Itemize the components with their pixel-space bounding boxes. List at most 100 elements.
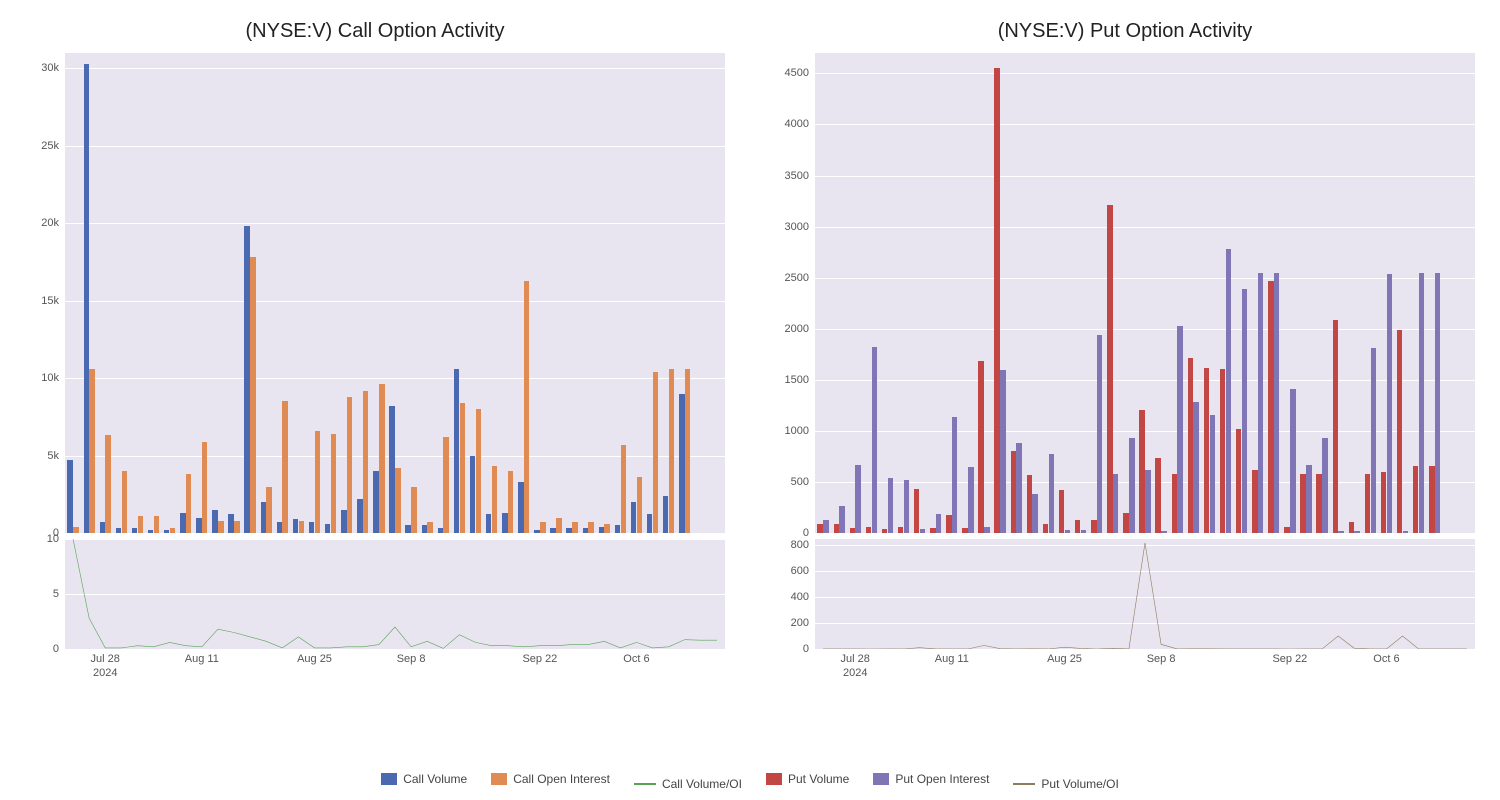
- bar: [395, 468, 400, 533]
- bar: [180, 513, 185, 533]
- legend-label: Call Volume/OI: [662, 777, 742, 791]
- bar: [1322, 438, 1327, 533]
- bar: [1413, 466, 1418, 533]
- bar: [653, 372, 658, 533]
- ytick-label: 1500: [785, 374, 815, 386]
- ratio-line: [73, 539, 717, 648]
- bar: [1226, 249, 1231, 533]
- legend-item: Call Open Interest: [491, 772, 610, 786]
- bar: [936, 514, 941, 533]
- bar: [534, 530, 539, 533]
- legend-swatch: [491, 773, 507, 785]
- bar: [1027, 475, 1032, 533]
- bar: [550, 528, 555, 533]
- legend: Call Volume Call Open Interest Call Volume…: [0, 760, 1500, 791]
- bar: [266, 487, 271, 533]
- legend-label: Call Volume: [403, 772, 467, 786]
- bar: [1193, 402, 1198, 533]
- xtick-label: Aug 25: [297, 649, 332, 665]
- bar: [1059, 490, 1064, 533]
- right-main-plot: 050010001500200025003000350040004500: [815, 53, 1475, 533]
- bar: [850, 528, 855, 533]
- bar: [1220, 369, 1225, 533]
- ytick-label: 400: [791, 591, 815, 603]
- bar: [855, 465, 860, 533]
- bar: [1000, 370, 1005, 533]
- xtick-label: Oct 6: [623, 649, 649, 665]
- bar: [839, 506, 844, 533]
- bar: [502, 513, 507, 533]
- bar: [615, 525, 620, 533]
- bar: [962, 528, 967, 533]
- bar: [373, 471, 378, 533]
- bar: [599, 527, 604, 533]
- bar: [1236, 429, 1241, 533]
- bar: [604, 524, 609, 533]
- left-panel: (NYSE:V) Call Option Activity 05k10k15k2…: [0, 0, 750, 760]
- legend-swatch: [1013, 783, 1035, 785]
- ytick-label: 3000: [785, 221, 815, 233]
- bar: [105, 435, 110, 533]
- bar: [122, 471, 127, 533]
- bar: [67, 460, 72, 533]
- bar: [1274, 273, 1279, 533]
- bar: [1145, 470, 1150, 533]
- bar: [154, 516, 159, 533]
- bar: [341, 510, 346, 533]
- bar: [1065, 530, 1070, 533]
- bar: [1091, 520, 1096, 533]
- bar: [556, 518, 561, 533]
- legend-label: Put Volume: [788, 772, 849, 786]
- bar: [1387, 274, 1392, 533]
- legend-swatch: [873, 773, 889, 785]
- bar: [1188, 358, 1193, 533]
- xtick-label: Oct 6: [1373, 649, 1399, 665]
- bar: [196, 518, 201, 533]
- ytick-label: 500: [791, 476, 815, 488]
- bar: [1016, 443, 1021, 533]
- bar: [443, 437, 448, 533]
- bar: [1403, 531, 1408, 533]
- chart-container: (NYSE:V) Call Option Activity 05k10k15k2…: [0, 0, 1500, 760]
- bar: [685, 369, 690, 533]
- bar: [460, 403, 465, 533]
- ytick-label: 600: [791, 565, 815, 577]
- legend-item: Put Volume/OI: [1013, 777, 1118, 791]
- bar: [282, 401, 287, 533]
- bar: [888, 478, 893, 533]
- ytick-label: 25k: [41, 140, 65, 152]
- bar: [1129, 438, 1134, 533]
- right-panel: (NYSE:V) Put Option Activity 05001000150…: [750, 0, 1500, 760]
- bar: [299, 521, 304, 533]
- legend-swatch: [634, 783, 656, 785]
- xtick-label: Sep 8: [397, 649, 426, 665]
- legend-swatch: [766, 773, 782, 785]
- bar: [663, 496, 668, 533]
- bar: [1252, 470, 1257, 533]
- bar: [524, 281, 529, 533]
- bar: [866, 527, 871, 533]
- bar: [1381, 472, 1386, 533]
- bar: [132, 528, 137, 533]
- bar: [164, 530, 169, 533]
- xtick-label: Aug 11: [935, 649, 969, 665]
- ytick-label: 200: [791, 617, 815, 629]
- bar: [1081, 530, 1086, 533]
- bar: [389, 406, 394, 533]
- bar: [1107, 205, 1112, 533]
- bar: [572, 522, 577, 533]
- ytick-label: 30k: [41, 62, 65, 74]
- bar: [984, 527, 989, 533]
- ytick-label: 20k: [41, 217, 65, 229]
- ytick-label: 800: [791, 539, 815, 551]
- bar: [1435, 273, 1440, 533]
- ytick-label: 4000: [785, 118, 815, 130]
- ytick-label: 10: [47, 533, 65, 545]
- bar: [1204, 368, 1209, 533]
- bar: [647, 514, 652, 533]
- bar: [914, 489, 919, 533]
- bar: [244, 226, 249, 533]
- bar: [331, 434, 336, 533]
- bar: [1139, 410, 1144, 533]
- bar: [170, 528, 175, 533]
